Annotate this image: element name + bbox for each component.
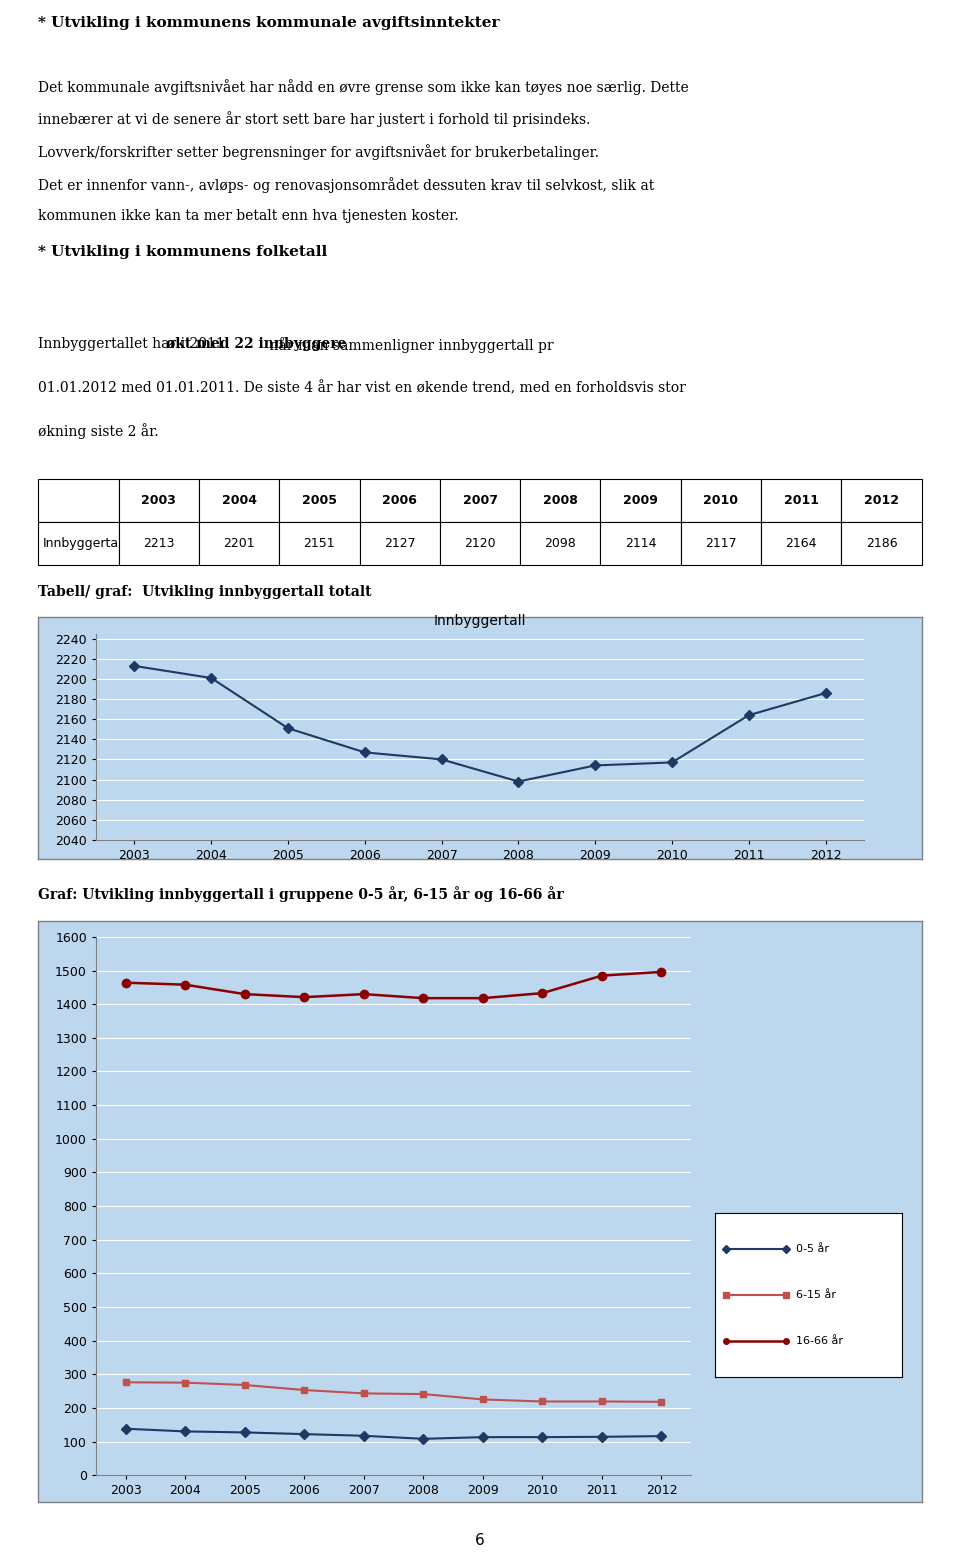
Line: 0-5 år: 0-5 år bbox=[122, 1425, 665, 1442]
0-5 år bbox=[418, 1430, 429, 1449]
16-66 år bbox=[656, 963, 667, 982]
0-5 år bbox=[358, 1427, 370, 1445]
16-66 år bbox=[239, 985, 251, 1004]
Text: økt med 22 innbyggere: økt med 22 innbyggere bbox=[166, 337, 347, 351]
Text: økning siste 2 år.: økning siste 2 år. bbox=[38, 423, 159, 439]
6-15 år bbox=[180, 1374, 191, 1392]
6-15 år bbox=[656, 1392, 667, 1411]
6-15 år bbox=[477, 1391, 489, 1410]
Text: 6: 6 bbox=[475, 1533, 485, 1549]
Text: Tabell/ graf:  Utvikling innbyggertall totalt: Tabell/ graf: Utvikling innbyggertall to… bbox=[38, 585, 372, 599]
16-66 år bbox=[358, 985, 370, 1004]
Text: 6-15 år: 6-15 år bbox=[796, 1289, 836, 1300]
Text: Det er innenfor vann-, avløps- og renovasjonsområdet dessuten krav til selvkost,: Det er innenfor vann-, avløps- og renova… bbox=[38, 176, 655, 192]
16-66 år bbox=[299, 988, 310, 1007]
0-5 år bbox=[180, 1422, 191, 1441]
Text: 0-5 år: 0-5 år bbox=[796, 1244, 828, 1253]
6-15 år bbox=[239, 1375, 251, 1394]
0-5 år bbox=[239, 1424, 251, 1442]
Text: Det kommunale avgiftsnivået har nådd en øvre grense som ikke kan tøyes noe særli: Det kommunale avgiftsnivået har nådd en … bbox=[38, 80, 689, 95]
0-5 år bbox=[120, 1419, 132, 1438]
6-15 år bbox=[418, 1385, 429, 1403]
0-5 år bbox=[656, 1427, 667, 1445]
6-15 år bbox=[596, 1392, 608, 1411]
0-5 år bbox=[299, 1425, 310, 1444]
Text: Lovverk/forskrifter setter begrensninger for avgiftsnivået for brukerbetalinger.: Lovverk/forskrifter setter begrensninger… bbox=[38, 144, 599, 161]
16-66 år bbox=[537, 983, 548, 1002]
0-5 år bbox=[537, 1428, 548, 1447]
6-15 år bbox=[120, 1374, 132, 1392]
0-5 år bbox=[596, 1427, 608, 1445]
6-15 år bbox=[299, 1380, 310, 1399]
6-15 år bbox=[537, 1392, 548, 1411]
16-66 år bbox=[477, 988, 489, 1007]
Text: * Utvikling i kommunens kommunale avgiftsinntekter: * Utvikling i kommunens kommunale avgift… bbox=[38, 16, 500, 30]
16-66 år bbox=[596, 966, 608, 985]
Text: 01.01.2012 med 01.01.2011. De siste 4 år har vist en økende trend, med en forhol: 01.01.2012 med 01.01.2011. De siste 4 år… bbox=[38, 381, 686, 395]
Text: * Utvikling i kommunens folketall: * Utvikling i kommunens folketall bbox=[38, 245, 327, 259]
Text: 16-66 år: 16-66 år bbox=[796, 1336, 843, 1346]
Text: når man sammenligner innbyggertall pr: når man sammenligner innbyggertall pr bbox=[265, 337, 554, 353]
Line: 6-15 år: 6-15 år bbox=[122, 1378, 665, 1405]
Title: Innbyggertall: Innbyggertall bbox=[434, 615, 526, 629]
16-66 år bbox=[120, 974, 132, 993]
16-66 år bbox=[180, 976, 191, 994]
Text: kommunen ikke kan ta mer betalt enn hva tjenesten koster.: kommunen ikke kan ta mer betalt enn hva … bbox=[38, 209, 459, 223]
Text: Innbyggertallet har i 2011: Innbyggertallet har i 2011 bbox=[38, 337, 229, 351]
Text: innebærer at vi de senere år stort sett bare har justert i forhold til prisindek: innebærer at vi de senere år stort sett … bbox=[38, 111, 590, 128]
Line: 16-66 år: 16-66 år bbox=[122, 968, 665, 1002]
6-15 år bbox=[358, 1385, 370, 1403]
Text: Graf: Utvikling innbyggertall i gruppene 0-5 år, 6-15 år og 16-66 år: Graf: Utvikling innbyggertall i gruppene… bbox=[38, 885, 564, 902]
0-5 år bbox=[477, 1428, 489, 1447]
16-66 år bbox=[418, 988, 429, 1007]
